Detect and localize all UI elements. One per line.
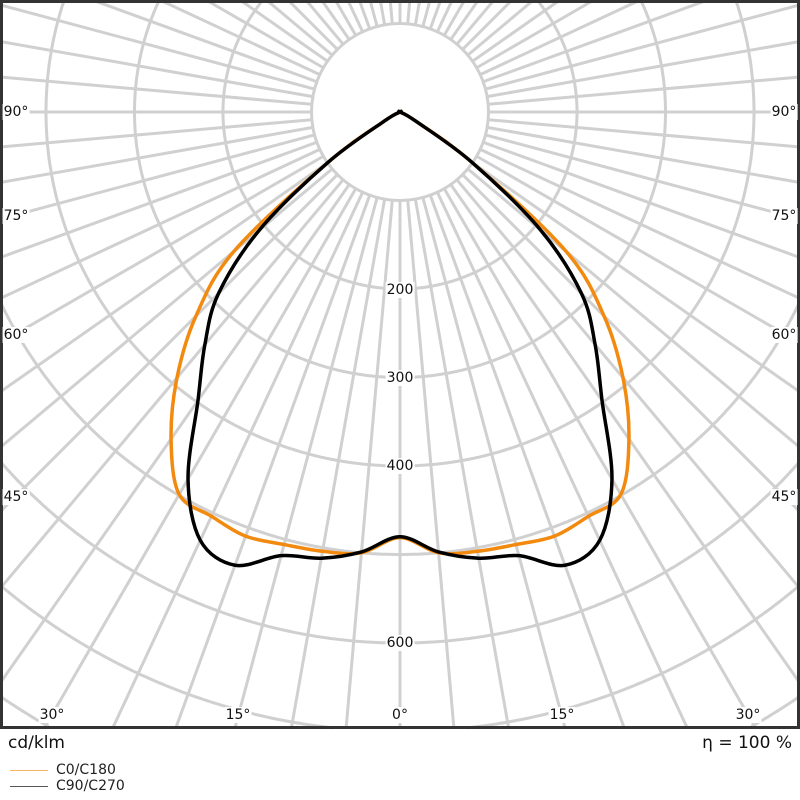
radial-label-300: 300	[385, 370, 415, 386]
radial-gridline	[413, 0, 422, 26]
radial-gridline	[111, 191, 364, 729]
radial-gridline	[442, 0, 466, 37]
radial-gridline	[286, 0, 339, 51]
ring-gridline	[133, 0, 400, 379]
radial-gridline	[43, 187, 358, 729]
polar-chart	[0, 0, 800, 730]
ring-gridline	[400, 301, 800, 556]
radial-gridline	[421, 0, 432, 27]
radial-gridline	[406, 0, 412, 24]
radial-gridline	[461, 173, 800, 514]
radial-gridline	[378, 0, 387, 26]
polar-grid	[0, 0, 800, 730]
radial-gridline	[482, 0, 709, 84]
ring-gridline	[400, 461, 800, 645]
ring-gridline	[400, 0, 579, 291]
radial-gridline	[0, 161, 329, 394]
radial-label-600: 600	[385, 635, 415, 651]
angle-label-left-15: 15°	[224, 707, 252, 723]
radial-gridline	[320, 0, 351, 41]
radial-gridline	[485, 3, 800, 91]
angle-label-left-60: 60°	[2, 327, 30, 343]
radial-gridline	[485, 133, 800, 221]
radial-gridline	[436, 0, 454, 33]
legend-item-c0-c180: C0/C180	[10, 762, 116, 778]
radial-gridline	[0, 154, 325, 345]
legend-item-c90-c270: C90/C270	[10, 778, 125, 794]
radial-gridline	[357, 0, 372, 30]
radial-gridline	[0, 140, 318, 259]
radial-gridline	[475, 154, 800, 345]
unit-label: cd/klm	[8, 733, 65, 753]
radial-gridline	[466, 0, 535, 57]
ring-gridline	[44, 0, 400, 468]
plot-frame	[0, 0, 800, 729]
radial-gridline	[466, 167, 800, 449]
ring-gridline	[0, 585, 333, 730]
angle-label-right-60: 60°	[770, 327, 798, 343]
angle-label-0: 0°	[391, 707, 409, 723]
radial-gridline	[0, 3, 315, 91]
angle-label-right-30: 30°	[734, 707, 762, 723]
radial-gridline	[205, 0, 325, 70]
ring-gridline	[0, 461, 400, 645]
radial-gridline	[421, 197, 567, 729]
angle-label-left-90: 90°	[2, 104, 30, 120]
series-curve-c90-c270	[186, 109, 614, 568]
radial-gridline	[0, 173, 339, 514]
angle-label-right-75: 75°	[770, 208, 798, 224]
angle-label-left-75: 75°	[2, 208, 30, 224]
ring-gridline	[400, 0, 667, 379]
radial-gridline	[368, 0, 379, 27]
radial-gridline	[475, 0, 595, 70]
radial-gridline	[0, 167, 334, 449]
radial-gridline	[346, 0, 364, 33]
radial-gridline	[449, 0, 480, 41]
ring-gridline	[221, 0, 400, 291]
radial-gridline	[0, 133, 315, 221]
radial-gridline	[471, 161, 800, 394]
radial-gridline	[334, 0, 358, 37]
radial-gridline	[388, 0, 394, 24]
radial-gridline	[449, 183, 800, 685]
radial-gridline	[442, 187, 757, 729]
legend-swatch-black	[10, 785, 48, 787]
radial-gridline	[428, 194, 626, 729]
radial-gridline	[436, 191, 689, 729]
radial-label-200: 200	[385, 282, 415, 298]
radial-gridline	[482, 140, 800, 259]
angle-label-left-30: 30°	[38, 707, 66, 723]
radial-gridline	[0, 118, 312, 149]
ring-gridline	[400, 0, 756, 468]
radial-gridline	[0, 75, 312, 106]
ring-gridline	[467, 585, 800, 730]
curves	[169, 109, 631, 568]
ring-gridline	[0, 301, 400, 556]
radial-gridline	[488, 118, 800, 149]
angle-label-right-90: 90°	[770, 104, 798, 120]
radial-gridline	[265, 0, 334, 57]
radial-gridline	[233, 197, 379, 729]
efficiency-label: η = 100 %	[702, 733, 792, 753]
angle-label-left-45: 45°	[2, 489, 30, 505]
radial-gridline	[0, 183, 351, 685]
radial-gridline	[91, 0, 318, 84]
radial-gridline	[455, 0, 496, 46]
radial-gridline	[488, 75, 800, 106]
angle-label-right-15: 15°	[548, 707, 576, 723]
radial-label-400: 400	[385, 458, 415, 474]
radial-gridline	[304, 0, 345, 46]
legend-label: C90/C270	[56, 778, 125, 794]
radial-gridline	[428, 0, 443, 30]
radial-gridline	[174, 194, 372, 729]
angle-label-right-45: 45°	[770, 489, 798, 505]
legend-label: C0/C180	[56, 762, 116, 778]
radial-gridline	[461, 0, 514, 51]
legend-swatch-orange	[10, 769, 48, 771]
